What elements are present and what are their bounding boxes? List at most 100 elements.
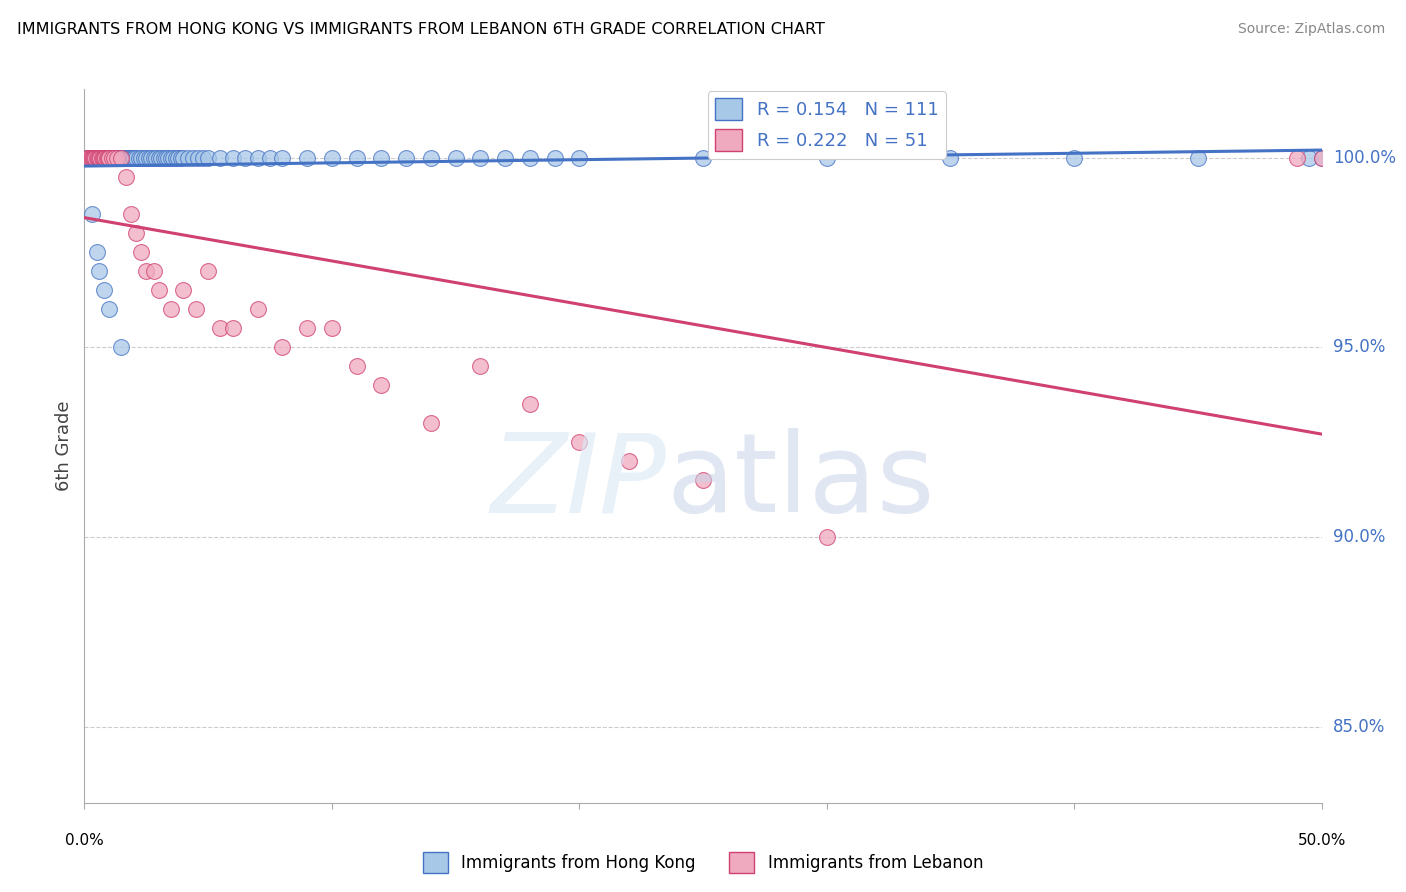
Point <box>96 151 118 165</box>
Point <box>1310 151 1333 165</box>
Point <box>187 151 209 165</box>
Point <box>141 151 163 165</box>
Point <box>110 340 132 354</box>
Point <box>79 151 101 165</box>
Point <box>692 473 714 487</box>
Point <box>76 151 98 165</box>
Point <box>82 151 104 165</box>
Legend: R = 0.154   N = 111, R = 0.222   N = 51: R = 0.154 N = 111, R = 0.222 N = 51 <box>707 91 946 159</box>
Point <box>157 151 180 165</box>
Point <box>83 151 105 165</box>
Point <box>90 151 112 165</box>
Point <box>1285 151 1308 165</box>
Point <box>107 151 129 165</box>
Point <box>82 151 104 165</box>
Point <box>142 264 165 278</box>
Point <box>77 151 100 165</box>
Point <box>142 151 165 165</box>
Y-axis label: 6th Grade: 6th Grade <box>55 401 73 491</box>
Point <box>108 151 131 165</box>
Point <box>79 151 101 165</box>
Point <box>172 284 194 298</box>
Point <box>170 151 193 165</box>
Point <box>83 151 105 165</box>
Point <box>93 151 115 165</box>
Point <box>101 151 124 165</box>
Point <box>209 321 232 335</box>
Point <box>222 321 245 335</box>
Point <box>543 151 565 165</box>
Point <box>1310 151 1333 165</box>
Point <box>80 151 103 165</box>
Point <box>96 151 118 165</box>
Point <box>568 435 591 450</box>
Point <box>110 151 132 165</box>
Point <box>79 151 101 165</box>
Point <box>93 151 115 165</box>
Point <box>79 151 101 165</box>
Point <box>115 151 138 165</box>
Point <box>83 151 105 165</box>
Point <box>145 151 167 165</box>
Point <box>87 151 110 165</box>
Point <box>100 151 122 165</box>
Point <box>110 151 132 165</box>
Point <box>395 151 418 165</box>
Point <box>815 530 838 544</box>
Point <box>115 169 138 184</box>
Point <box>181 151 204 165</box>
Point <box>80 151 103 165</box>
Point <box>110 151 132 165</box>
Point <box>165 151 187 165</box>
Point <box>519 397 541 411</box>
Point <box>346 151 368 165</box>
Point <box>117 151 139 165</box>
Point <box>103 151 125 165</box>
Point <box>617 454 640 468</box>
Point <box>167 151 190 165</box>
Point <box>86 151 108 165</box>
Point <box>135 151 157 165</box>
Point <box>105 151 128 165</box>
Point <box>209 151 232 165</box>
Text: ZIP: ZIP <box>491 428 666 535</box>
Point <box>271 151 294 165</box>
Point <box>568 151 591 165</box>
Point <box>152 151 174 165</box>
Point <box>177 151 200 165</box>
Text: 95.0%: 95.0% <box>1333 338 1385 356</box>
Point <box>90 151 112 165</box>
Point <box>105 151 128 165</box>
Point <box>122 151 145 165</box>
Text: Source: ZipAtlas.com: Source: ZipAtlas.com <box>1237 22 1385 37</box>
Point <box>120 207 142 221</box>
Point <box>90 151 112 165</box>
Point <box>419 151 441 165</box>
Point <box>103 151 125 165</box>
Point <box>150 151 173 165</box>
Point <box>120 151 142 165</box>
Point <box>295 321 318 335</box>
Point <box>94 151 117 165</box>
Point <box>160 302 183 317</box>
Text: atlas: atlas <box>666 428 935 535</box>
Text: 50.0%: 50.0% <box>1298 833 1346 848</box>
Point <box>83 151 105 165</box>
Point <box>94 151 117 165</box>
Point <box>82 151 104 165</box>
Point <box>160 151 183 165</box>
Point <box>1298 151 1320 165</box>
Point <box>155 151 177 165</box>
Point <box>162 151 184 165</box>
Point <box>470 151 492 165</box>
Point <box>321 321 343 335</box>
Point <box>84 151 107 165</box>
Point <box>184 302 207 317</box>
Point <box>80 207 103 221</box>
Point <box>125 151 148 165</box>
Point <box>80 151 103 165</box>
Point <box>98 151 121 165</box>
Legend: Immigrants from Hong Kong, Immigrants from Lebanon: Immigrants from Hong Kong, Immigrants fr… <box>416 846 990 880</box>
Point <box>259 151 281 165</box>
Point <box>93 284 115 298</box>
